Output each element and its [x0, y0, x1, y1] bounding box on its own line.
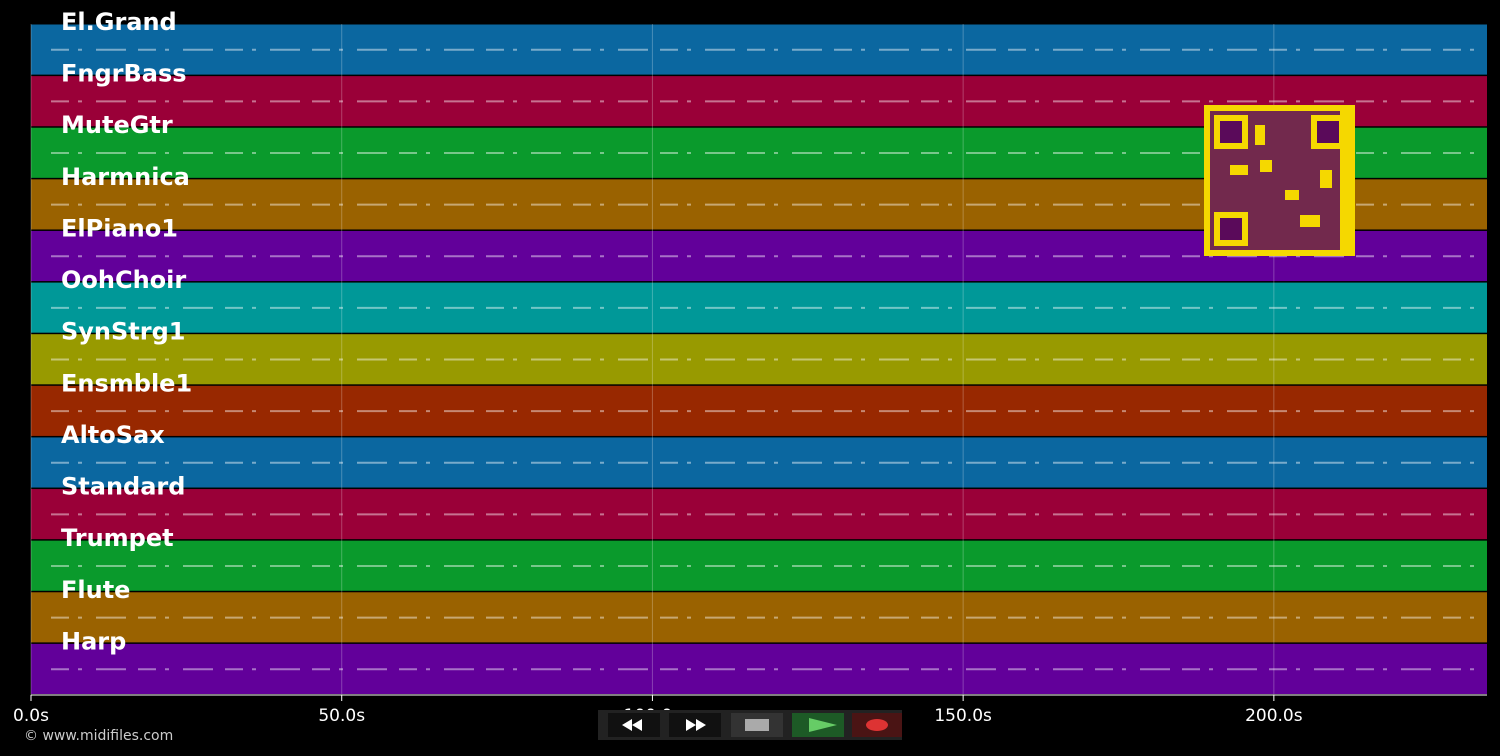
track-name: Harp [61, 627, 126, 655]
track-name: MuteGtr [61, 111, 173, 139]
track-lane [31, 24, 1487, 75]
play-icon [809, 718, 837, 732]
track-name: ElPiano1 [61, 214, 178, 242]
track-name: Ensmble1 [61, 369, 192, 397]
track-name: Standard [61, 473, 185, 501]
transport-controls [598, 710, 902, 740]
rewind-icon [622, 719, 642, 731]
track-name: Flute [61, 576, 130, 604]
track-lane [31, 489, 1487, 540]
track-labels: El.Grand FngrBass MuteGtr Harmnica ElPiano1 O… [61, 8, 192, 655]
track-name: Trumpet [61, 524, 174, 552]
track-lane [31, 643, 1487, 694]
track-lane [31, 592, 1487, 643]
forward-icon [686, 719, 706, 731]
credit: © www.midifiles.com [24, 728, 173, 744]
track-lane [31, 385, 1487, 436]
track-name: OohChoir [61, 266, 186, 294]
tick-label: 200.0s [1245, 706, 1303, 726]
record-icon [866, 719, 888, 731]
track-lane [31, 437, 1487, 488]
tick-label: 50.0s [318, 706, 365, 726]
track-name: El.Grand [61, 8, 177, 36]
tick-label: 0.0s [13, 706, 49, 726]
track-lane [31, 282, 1487, 333]
track-lane [31, 334, 1487, 385]
track-lane [31, 540, 1487, 591]
qr-code [1204, 105, 1355, 256]
track-name: FngrBass [61, 60, 187, 88]
stop-icon [745, 719, 769, 731]
tick-label: 150.0s [934, 706, 992, 726]
track-name: SynStrg1 [61, 318, 186, 346]
track-name: Harmnica [61, 163, 190, 191]
track-name: AltoSax [61, 421, 165, 449]
